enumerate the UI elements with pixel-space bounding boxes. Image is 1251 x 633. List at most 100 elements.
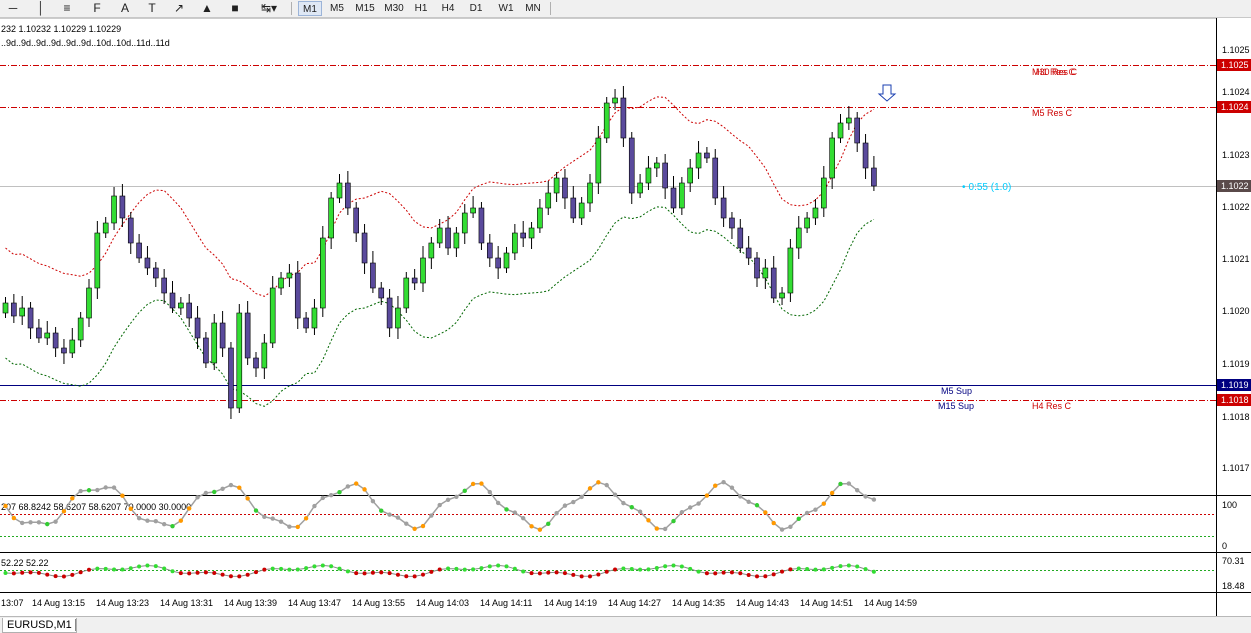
triangle-icon[interactable]: ▲ xyxy=(201,1,213,15)
osc2-point xyxy=(830,565,835,570)
candle xyxy=(420,246,426,292)
svg-text:1.1019: 1.1019 xyxy=(1221,380,1249,390)
vertical-line-icon[interactable]: │ xyxy=(37,1,45,15)
osc2-point xyxy=(796,566,801,571)
time-label: 14 Aug 14:59 xyxy=(864,598,917,608)
candle xyxy=(345,171,351,215)
timeframe-m30[interactable]: M30 xyxy=(384,3,404,14)
timeframe-m1[interactable]: M1 xyxy=(298,1,322,16)
osc1-point xyxy=(3,503,8,509)
osc2-point xyxy=(763,574,768,579)
timeframe-m15[interactable]: M15 xyxy=(355,3,375,14)
candle xyxy=(737,219,744,253)
osc2-point xyxy=(846,563,851,568)
osc2-point xyxy=(512,566,517,571)
osc2-point xyxy=(120,567,125,572)
m5-res-label: M5 Res C xyxy=(1032,108,1073,118)
oscillator-pane-1[interactable]: 207 68.8242 58.6207 58.6207 70.0000 30.0… xyxy=(0,479,1237,551)
candle xyxy=(795,216,802,259)
time-axis: 13:07 14 Aug 13:15 14 Aug 13:23 14 Aug 1… xyxy=(1,598,917,608)
osc2-point xyxy=(755,574,759,579)
osc2-point xyxy=(679,564,684,569)
oscillator-pane-2[interactable]: 52.22 52.22 70.31 18.48 xyxy=(0,556,1245,591)
price-label: 1.1021 xyxy=(1222,254,1250,264)
timeframe-d1[interactable]: D1 xyxy=(469,3,483,14)
osc1-point xyxy=(554,511,559,516)
tab-eurusd-m1[interactable]: EURUSD,M1 xyxy=(2,618,77,633)
osc2-point xyxy=(112,567,117,572)
osc2-point xyxy=(813,567,818,572)
candle xyxy=(102,217,109,238)
candle xyxy=(653,157,660,177)
osc1-point xyxy=(829,490,835,496)
toolbar-separator xyxy=(291,2,292,15)
timeframe-mn[interactable]: MN xyxy=(525,3,541,14)
osc1-point xyxy=(153,518,158,524)
toolbar-separator xyxy=(550,2,551,15)
time-label: 13:07 xyxy=(1,598,24,608)
price-chart[interactable]: 232 1.10232 1.10229 1.10229 ..9d..9d..9d… xyxy=(0,18,1251,616)
osc1-point xyxy=(454,494,459,500)
svg-text:1.1018: 1.1018 xyxy=(1221,395,1249,405)
osc2-point xyxy=(295,567,300,572)
candle xyxy=(779,287,785,305)
osc2-point xyxy=(245,572,250,577)
text-label-icon[interactable]: T xyxy=(148,1,156,15)
osc2-point xyxy=(613,567,618,572)
arrow-icon[interactable]: ↗ xyxy=(173,1,185,15)
candle xyxy=(94,221,101,299)
osc1-point xyxy=(337,489,342,495)
osc2-point xyxy=(471,567,476,572)
osc1-point xyxy=(270,516,275,521)
osc2-point xyxy=(738,571,743,576)
price-label: 1.1019 xyxy=(1222,359,1250,369)
svg-text:1.1022: 1.1022 xyxy=(1221,181,1249,191)
osc1-point xyxy=(61,509,67,514)
timeframe-h1[interactable]: H1 xyxy=(414,3,428,14)
fibonacci-icon[interactable]: ≡ xyxy=(63,1,71,15)
candle xyxy=(528,222,535,249)
text-tool-icon[interactable]: A xyxy=(120,1,129,15)
timeframe-h4[interactable]: H4 xyxy=(441,3,455,14)
osc1-point xyxy=(470,481,476,487)
osc1-point xyxy=(587,486,593,491)
fan-icon[interactable]: F xyxy=(93,1,101,15)
candle xyxy=(403,272,410,313)
candle xyxy=(178,297,184,315)
candle xyxy=(687,159,694,192)
osc1-point xyxy=(237,485,242,490)
line-tool-icon[interactable]: ─ xyxy=(8,1,18,15)
osc2-scale-min: 18.48 xyxy=(1222,581,1245,591)
candle xyxy=(612,89,618,110)
osc2-point xyxy=(87,567,91,572)
candle xyxy=(61,339,67,364)
candle xyxy=(695,141,702,179)
candle xyxy=(461,204,468,244)
timeframe-w1[interactable]: W1 xyxy=(498,3,514,14)
osc2-point xyxy=(36,570,41,575)
osc2-point xyxy=(788,567,793,572)
price-tag-m5-res: 1.1024 xyxy=(1217,101,1251,113)
osc2-point xyxy=(345,569,350,574)
candle xyxy=(361,224,368,274)
osc1-point xyxy=(312,503,317,509)
timeframe-m5[interactable]: M5 xyxy=(330,3,344,14)
price-label: 1.1023 xyxy=(1222,150,1250,160)
chart-tabs: EURUSD,M1 xyxy=(0,616,1251,633)
h4-res-label: H4 Res C xyxy=(1032,401,1072,411)
candle xyxy=(36,319,42,343)
candle xyxy=(603,97,610,143)
osc1-point xyxy=(103,485,108,490)
osc2-point xyxy=(571,572,576,577)
osc2-point xyxy=(554,570,559,575)
osc2-point xyxy=(863,567,868,572)
candle-timer: • 0:55 (1.0) xyxy=(962,182,1011,193)
osc1-point xyxy=(404,521,409,526)
osc1-point xyxy=(562,503,568,508)
osc1-point xyxy=(855,488,860,493)
osc2-point xyxy=(11,571,16,576)
rectangle-icon[interactable]: ■ xyxy=(231,1,239,15)
more-shapes-icon[interactable]: ↹▾ xyxy=(260,1,278,15)
candle xyxy=(153,262,159,287)
osc1-point xyxy=(763,510,768,515)
